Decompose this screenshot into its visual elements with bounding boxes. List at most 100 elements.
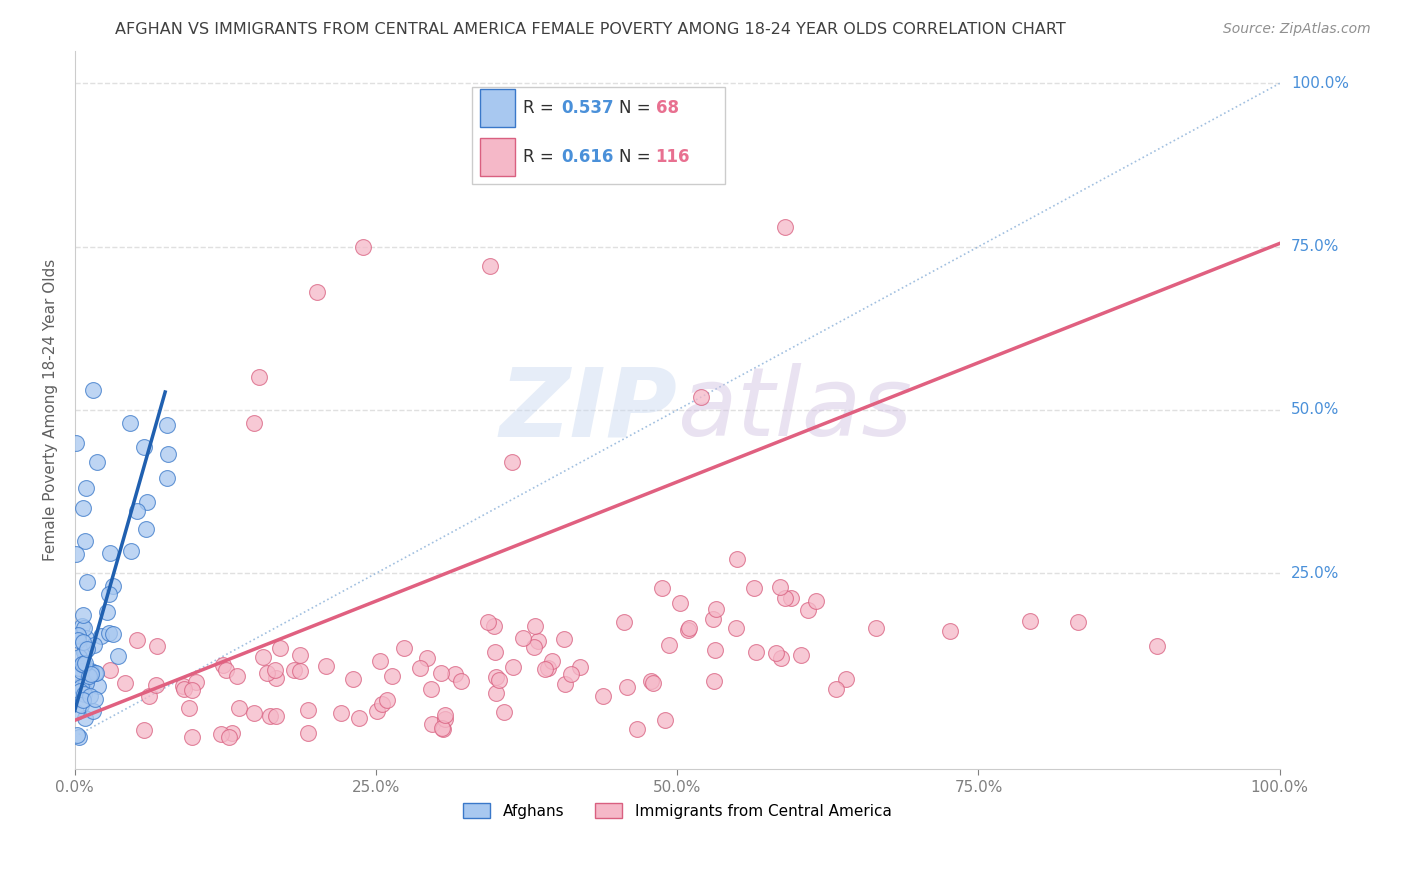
Text: atlas: atlas: [678, 364, 912, 457]
Point: [247, 370, 270, 384]
Point: [434, 712, 457, 726]
Point: [67, 661, 90, 675]
Point: [87, 680, 110, 694]
Point: [72, 687, 94, 701]
Point: [120, 543, 142, 558]
Text: AFGHAN VS IMMIGRANTS FROM CENTRAL AMERICA FEMALE POVERTY AMONG 18-24 YEAR OLDS C: AFGHAN VS IMMIGRANTS FROM CENTRAL AMERIC…: [115, 22, 1066, 37]
Point: [381, 669, 404, 683]
Point: [676, 623, 699, 637]
Point: [765, 647, 787, 661]
Point: [177, 701, 200, 715]
Point: [107, 649, 129, 664]
Text: 25.0%: 25.0%: [1291, 566, 1339, 581]
Point: [243, 416, 266, 430]
Point: [1146, 639, 1168, 653]
Point: [430, 665, 453, 680]
Point: [90, 629, 112, 643]
Point: [70, 698, 93, 713]
Point: [775, 220, 797, 235]
Point: [252, 649, 274, 664]
Point: [780, 591, 803, 605]
Point: [477, 615, 499, 630]
Point: [368, 654, 391, 668]
Point: [157, 447, 180, 461]
Point: [1019, 614, 1042, 628]
Point: [702, 612, 724, 626]
Point: [83, 691, 105, 706]
Text: Source: ZipAtlas.com: Source: ZipAtlas.com: [1223, 22, 1371, 37]
Point: [75, 631, 97, 645]
Point: [626, 722, 648, 736]
Point: [65, 547, 87, 561]
Point: [419, 682, 441, 697]
Point: [560, 666, 582, 681]
Point: [658, 638, 681, 652]
Point: [82, 384, 104, 398]
Point: [73, 657, 96, 672]
Point: [297, 726, 319, 740]
Point: [366, 704, 388, 718]
Point: [484, 619, 506, 633]
Point: [70, 664, 93, 678]
Text: 116: 116: [655, 148, 690, 166]
Point: [242, 706, 264, 720]
Point: [72, 681, 94, 696]
Point: [541, 654, 564, 668]
Point: [534, 662, 557, 676]
Point: [640, 674, 662, 689]
FancyBboxPatch shape: [472, 87, 725, 184]
Point: [502, 455, 524, 469]
Point: [69, 679, 91, 693]
Point: [181, 682, 204, 697]
Point: [80, 665, 103, 680]
Point: [835, 672, 858, 686]
Text: 0.537: 0.537: [561, 99, 614, 117]
Point: [643, 676, 665, 690]
Point: [72, 500, 94, 515]
Point: [98, 626, 121, 640]
Point: [98, 663, 121, 677]
Point: [72, 634, 94, 648]
Point: [72, 693, 94, 707]
Point: [63, 667, 86, 681]
Text: R =: R =: [523, 99, 560, 117]
Point: [725, 552, 748, 566]
Point: [290, 648, 312, 662]
Point: [704, 643, 727, 657]
Point: [512, 632, 534, 646]
Point: [613, 615, 636, 629]
Point: [526, 634, 548, 648]
Point: [172, 679, 194, 693]
Point: [804, 594, 827, 608]
Point: [221, 726, 243, 740]
Point: [939, 624, 962, 639]
Text: ZIP: ZIP: [499, 364, 678, 457]
Text: 100.0%: 100.0%: [1291, 76, 1348, 91]
Text: 0.616: 0.616: [561, 148, 614, 166]
Point: [825, 682, 848, 697]
Point: [70, 619, 93, 633]
Point: [98, 587, 121, 601]
Point: [173, 682, 195, 697]
Point: [70, 657, 93, 672]
Point: [651, 581, 673, 595]
Point: [184, 674, 207, 689]
Point: [209, 727, 232, 741]
Point: [125, 632, 148, 647]
Point: [669, 596, 692, 610]
Point: [96, 606, 118, 620]
Point: [76, 641, 98, 656]
Point: [118, 416, 141, 430]
Point: [290, 665, 312, 679]
Point: [484, 645, 506, 659]
Point: [537, 661, 560, 675]
Point: [745, 645, 768, 659]
Point: [69, 650, 91, 665]
Point: [329, 706, 352, 721]
Point: [75, 657, 97, 671]
Point: [67, 730, 90, 744]
Point: [114, 675, 136, 690]
Point: [66, 633, 89, 648]
Point: [654, 713, 676, 727]
Point: [80, 664, 103, 678]
